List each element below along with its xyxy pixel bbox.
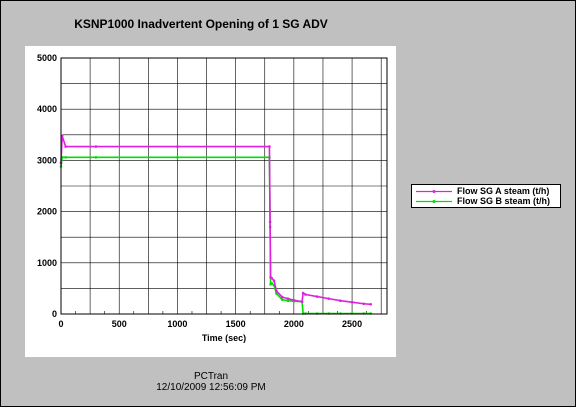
data-point-sg-a xyxy=(350,300,354,304)
data-point-sg-a xyxy=(369,302,373,306)
data-point-sg-b xyxy=(64,156,67,159)
y-tick-label: 0 xyxy=(52,309,57,319)
legend-item-sg-b: Flow SG B steam (t/h) xyxy=(412,196,560,207)
plot-frame xyxy=(60,57,388,315)
data-point-sg-b xyxy=(280,298,284,301)
data-point-sg-a xyxy=(275,289,278,293)
chart-title: KSNP1000 Inadvertent Opening of 1 SG ADV xyxy=(74,17,328,31)
data-point-sg-b xyxy=(94,156,98,159)
legend-swatch-sg-b xyxy=(416,200,452,203)
y-tick-label: 1000 xyxy=(37,258,57,268)
data-point-sg-b xyxy=(176,156,179,159)
y-tick-label: 4000 xyxy=(37,104,57,114)
y-tick-label: 2000 xyxy=(37,207,57,217)
x-tick-label: 1500 xyxy=(226,319,246,329)
x-axis-label: Time (sec) xyxy=(202,333,246,343)
data-point-sg-a xyxy=(362,302,366,306)
legend-label-sg-a: Flow SG A steam (t/h) xyxy=(457,186,550,196)
data-point-sg-a xyxy=(270,276,274,280)
x-tick-label: 0 xyxy=(58,319,63,329)
data-point-sg-a xyxy=(304,293,307,296)
footer-app-name: PCTran xyxy=(193,371,229,382)
series-line-sg-b xyxy=(60,156,371,315)
x-tick-label: 2000 xyxy=(284,319,304,329)
y-tick-label: 5000 xyxy=(37,53,57,63)
footer-timestamp: 12/10/2009 12:56:09 PM xyxy=(156,382,266,393)
legend-swatch-sg-a xyxy=(416,190,452,193)
data-point-sg-a xyxy=(300,300,304,304)
y-tick-labels: 0 1000 2000 3000 4000 5000 xyxy=(37,53,57,319)
data-point-sg-a xyxy=(268,145,271,148)
legend-label-sg-b: Flow SG B steam (t/h) xyxy=(457,196,551,206)
data-point-sg-a xyxy=(339,299,342,302)
legend: Flow SG A steam (t/h) Flow SG B steam (t… xyxy=(411,184,561,208)
data-point-sg-a xyxy=(94,145,98,148)
x-tick-label: 2500 xyxy=(342,319,362,329)
data-point-sg-a xyxy=(315,295,319,298)
data-point-sg-b xyxy=(270,281,274,285)
data-point-sg-b xyxy=(275,292,278,295)
data-point-sg-a xyxy=(272,279,276,283)
plot-panel: 0 1000 2000 3000 4000 5000 0 500 1000 1500 2000 25… xyxy=(25,46,396,357)
x-tick-labels: 0 500 1000 1500 2000 2500 xyxy=(58,319,362,329)
data-point-sg-a xyxy=(292,298,296,302)
data-point-sg-a xyxy=(280,295,284,299)
legend-item-sg-a: Flow SG A steam (t/h) xyxy=(412,186,560,197)
series-line-sg-a xyxy=(60,135,371,306)
plot-svg: 0 1000 2000 3000 4000 5000 0 500 1000 1500 2000 25… xyxy=(37,53,388,343)
series-layer xyxy=(59,134,373,315)
data-point-sg-a xyxy=(286,297,290,300)
data-point-sg-a xyxy=(327,297,331,300)
y-tick-label: 3000 xyxy=(37,155,57,165)
x-tick-label: 1000 xyxy=(167,319,187,329)
data-point-sg-a xyxy=(64,145,67,148)
data-point-sg-a xyxy=(301,291,305,295)
x-tick-label: 500 xyxy=(112,319,127,329)
data-point-sg-a xyxy=(60,134,64,138)
data-point-sg-a xyxy=(268,220,272,224)
grid-layer xyxy=(61,58,387,314)
data-point-sg-a xyxy=(176,145,179,148)
data-point-sg-b xyxy=(286,299,290,302)
